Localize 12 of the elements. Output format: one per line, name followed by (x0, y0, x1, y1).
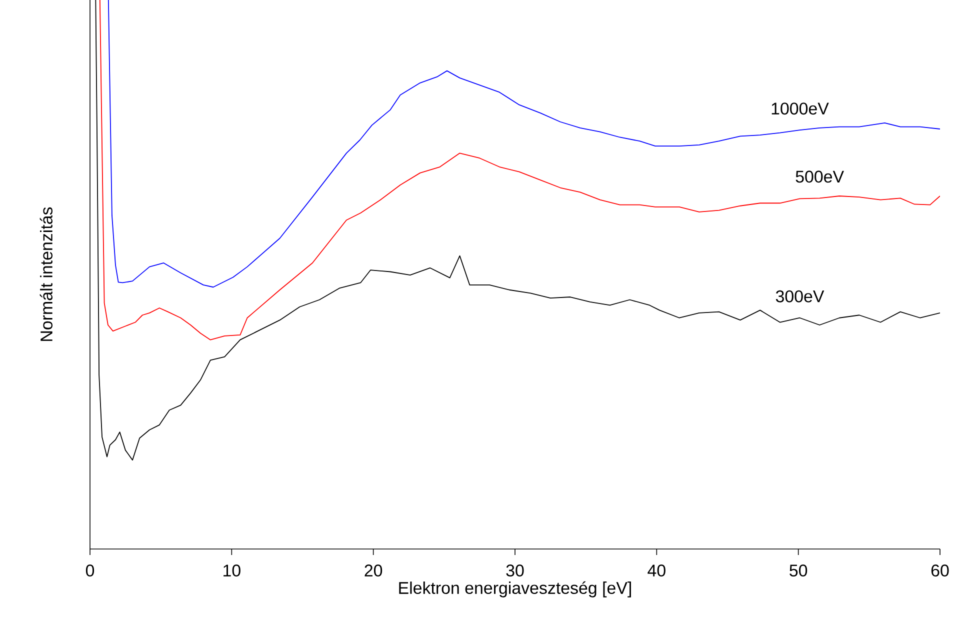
series-label: 300eV (776, 290, 824, 302)
x-tick-label: 40 (648, 564, 666, 577)
x-tick-label: 10 (224, 564, 240, 577)
x-axis-title: Elektron energiaveszteség [eV] (399, 581, 631, 598)
x-tick-label: 50 (790, 564, 808, 577)
x-tick-label: 20 (364, 564, 382, 577)
y-axis-title: Normált intenzitás (40, 207, 52, 341)
series-label: 500eV (796, 170, 844, 183)
x-tick-label: 0 (86, 564, 94, 577)
series-label: 1000eV (772, 102, 829, 115)
x-tick-label: 30 (506, 564, 524, 577)
x-tick-label: 60 (931, 564, 949, 577)
